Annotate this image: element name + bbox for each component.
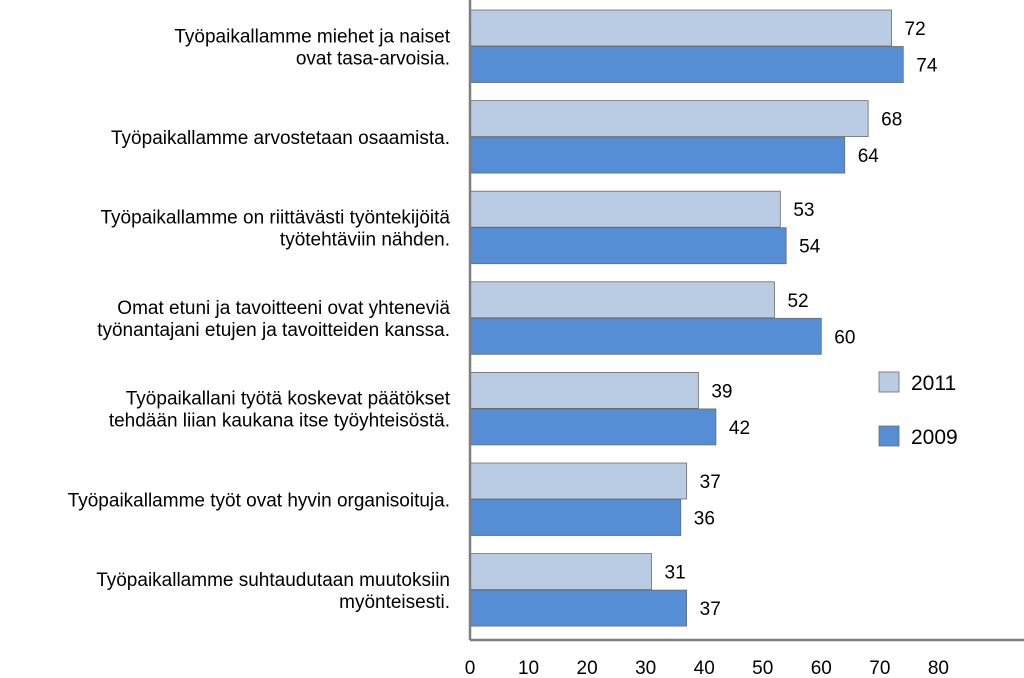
bars [469, 9, 904, 627]
bar-2009 [469, 227, 787, 265]
bar-2011 [469, 371, 699, 409]
category-label: tehdään liian kaukana itse työyhteisöstä… [109, 411, 450, 432]
value-label: 31 [665, 563, 686, 584]
bar-2011 [469, 190, 781, 228]
legend: 2011 2009 [878, 371, 958, 449]
value-label: 53 [793, 200, 814, 221]
x-tick-label: 10 [518, 658, 539, 678]
category-label: Työpaikallamme miehet ja naiset [174, 26, 450, 47]
value-label: 37 [700, 472, 721, 493]
x-tick-label: 60 [811, 658, 832, 678]
bar-2009 [469, 499, 682, 536]
value-label: 68 [881, 110, 902, 131]
x-tick-label: 30 [635, 658, 656, 678]
category-label: työnantajani etujen ja tavoitteiden kans… [97, 320, 450, 341]
value-label: 64 [858, 146, 880, 167]
bar-2009 [469, 408, 717, 446]
legend-label: 2011 [911, 372, 956, 395]
value-label: 52 [787, 291, 808, 312]
value-label: 74 [916, 56, 938, 77]
legend-label: 2009 [911, 426, 958, 449]
x-tick-label: 40 [694, 658, 715, 678]
category-label: Työpaikallamme on riittävästi työntekijö… [100, 207, 450, 228]
bar-2009 [469, 136, 846, 174]
bar-2011 [469, 9, 892, 47]
bar-2009 [469, 46, 904, 83]
category-label: ovat tasa-arvoisia. [296, 48, 450, 69]
x-tick-label: 70 [869, 658, 890, 678]
value-label: 36 [694, 509, 715, 530]
value-label: 39 [711, 381, 732, 402]
bar-2011 [469, 462, 688, 500]
category-label: myönteisesti. [339, 592, 450, 613]
category-label: työtehtäviin nähden. [280, 229, 450, 250]
x-axis-ticks: 0 10 20 30 40 50 60 70 80 [465, 658, 949, 678]
bar-2011 [469, 553, 652, 590]
x-tick-label: 0 [465, 658, 476, 678]
value-label: 54 [799, 237, 821, 258]
value-label: 60 [834, 327, 855, 348]
x-tick-label: 20 [577, 658, 598, 678]
x-tick-label: 80 [928, 658, 949, 678]
bar-2011 [469, 281, 775, 319]
category-label: Työpaikallamme työt ovat hyvin organisoi… [68, 490, 450, 511]
bar-2009 [469, 589, 688, 627]
category-label: Omat etuni ja tavoitteeni ovat yhteneviä [117, 298, 450, 319]
bar-2009 [469, 317, 822, 355]
legend-swatch-2009 [878, 425, 900, 447]
category-label: Työpaikallamme arvostetaan osaamista. [111, 128, 450, 149]
legend-swatch-2011 [878, 371, 900, 393]
category-label: Työpaikallani työtä koskevat päätökset [126, 389, 451, 410]
bar-2011 [469, 100, 869, 137]
x-tick-label: 50 [752, 658, 773, 678]
category-label: Työpaikallamme suhtaudutaan muutoksiin [96, 570, 450, 591]
value-label: 72 [905, 19, 926, 40]
value-label: 37 [700, 599, 721, 620]
value-label: 42 [729, 418, 750, 439]
